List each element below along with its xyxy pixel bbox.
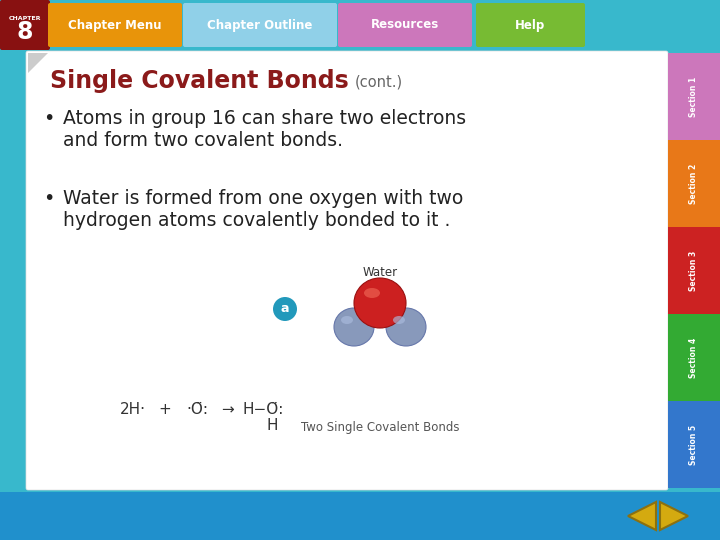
Bar (668, 401, 720, 488)
Text: Help: Help (516, 18, 546, 31)
Text: +: + (158, 402, 171, 417)
Text: 2H·: 2H· (120, 402, 146, 417)
Text: Chapter Menu: Chapter Menu (68, 18, 162, 31)
Text: 8: 8 (17, 20, 33, 44)
Text: ·Ö:: ·Ö: (186, 402, 208, 417)
Text: Two Single Covalent Bonds: Two Single Covalent Bonds (301, 422, 459, 435)
Text: Water: Water (362, 267, 397, 280)
Bar (668, 53, 720, 140)
FancyBboxPatch shape (48, 3, 182, 47)
FancyBboxPatch shape (338, 3, 472, 47)
Ellipse shape (334, 308, 374, 346)
Text: Chapter Outline: Chapter Outline (207, 18, 312, 31)
Bar (668, 140, 720, 227)
Ellipse shape (354, 278, 406, 328)
Polygon shape (628, 502, 656, 530)
Text: Resources: Resources (371, 18, 439, 31)
Ellipse shape (386, 308, 426, 346)
Text: →: → (222, 402, 235, 417)
Text: Section 2: Section 2 (690, 164, 698, 204)
Bar (0, 0, 720, 50)
Polygon shape (28, 53, 48, 73)
Text: Water is formed from one oxygen with two: Water is formed from one oxygen with two (63, 190, 463, 208)
Text: (cont.): (cont.) (355, 75, 403, 90)
Text: CHAPTER: CHAPTER (9, 17, 41, 22)
Text: Section 4: Section 4 (690, 338, 698, 377)
FancyBboxPatch shape (476, 3, 585, 47)
FancyBboxPatch shape (26, 51, 668, 490)
Text: Section 1: Section 1 (690, 76, 698, 117)
Bar (668, 314, 720, 401)
Text: Section 5: Section 5 (690, 424, 698, 464)
Text: H: H (266, 418, 278, 434)
FancyBboxPatch shape (0, 0, 50, 50)
Text: Atoms in group 16 can share two electrons: Atoms in group 16 can share two electron… (63, 110, 466, 129)
Bar (668, 227, 720, 314)
Polygon shape (660, 502, 688, 530)
Circle shape (273, 297, 297, 321)
Ellipse shape (341, 316, 353, 324)
FancyBboxPatch shape (183, 3, 337, 47)
Text: •: • (43, 110, 55, 129)
Text: and form two covalent bonds.: and form two covalent bonds. (63, 132, 343, 151)
Ellipse shape (393, 316, 405, 324)
Text: a: a (281, 302, 289, 315)
Ellipse shape (364, 288, 380, 298)
Text: Single Covalent Bonds: Single Covalent Bonds (50, 69, 348, 93)
Text: hydrogen atoms covalently bonded to it .: hydrogen atoms covalently bonded to it . (63, 212, 451, 231)
Text: Section 3: Section 3 (690, 251, 698, 291)
Bar (0, 492, 720, 540)
Text: •: • (43, 190, 55, 208)
Text: H−Ö:: H−Ö: (243, 402, 284, 417)
